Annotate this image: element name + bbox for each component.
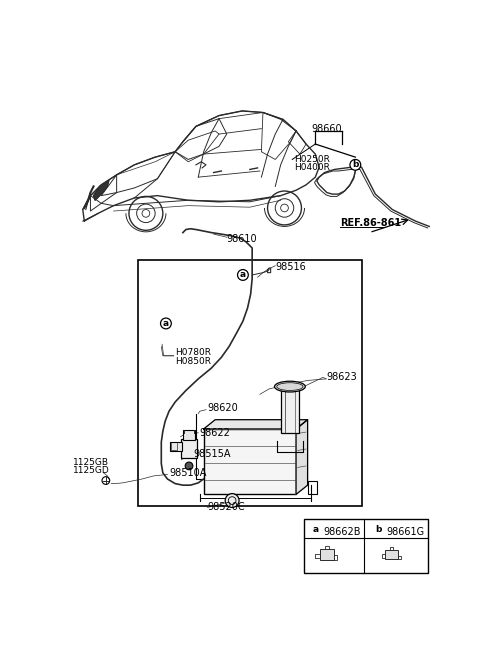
Text: 98622: 98622: [200, 428, 231, 438]
Text: b: b: [375, 525, 382, 534]
Bar: [170, 442, 182, 451]
Circle shape: [225, 494, 239, 508]
Polygon shape: [296, 420, 308, 495]
Text: a: a: [240, 271, 246, 280]
Polygon shape: [94, 180, 109, 200]
Text: H0400R: H0400R: [294, 163, 330, 172]
Text: 98662B: 98662B: [323, 527, 360, 537]
Circle shape: [238, 270, 248, 280]
Text: 98661G: 98661G: [386, 527, 424, 537]
Bar: [385, 550, 398, 559]
Text: 98660: 98660: [312, 124, 342, 134]
Text: 98510A: 98510A: [169, 468, 206, 478]
Bar: [180, 439, 197, 458]
Ellipse shape: [275, 381, 305, 392]
Bar: [204, 429, 296, 495]
Bar: [320, 549, 334, 560]
Bar: [183, 430, 195, 441]
Text: H0780R: H0780R: [175, 348, 211, 357]
Text: REF.86-861: REF.86-861: [340, 218, 401, 229]
Circle shape: [160, 318, 171, 329]
Polygon shape: [204, 420, 308, 429]
Text: 98515A: 98515A: [193, 449, 231, 459]
Bar: [281, 386, 299, 433]
Text: 1125GD: 1125GD: [73, 466, 109, 475]
Text: a: a: [163, 319, 169, 328]
Text: 98623: 98623: [327, 372, 358, 383]
Circle shape: [185, 462, 193, 470]
Circle shape: [373, 523, 384, 534]
Text: b: b: [352, 160, 359, 170]
Text: a: a: [312, 525, 318, 534]
Text: H0250R: H0250R: [294, 155, 330, 164]
Bar: [304, 519, 429, 573]
Bar: [308, 481, 317, 495]
Circle shape: [350, 159, 361, 170]
Text: H0850R: H0850R: [175, 357, 211, 365]
Text: 98516: 98516: [275, 262, 306, 272]
Bar: [138, 259, 361, 506]
Text: 98520C: 98520C: [207, 502, 245, 512]
Text: 98620: 98620: [207, 403, 238, 413]
Text: 1125GB: 1125GB: [73, 458, 109, 466]
Text: 98610: 98610: [227, 234, 257, 244]
Circle shape: [310, 523, 321, 534]
